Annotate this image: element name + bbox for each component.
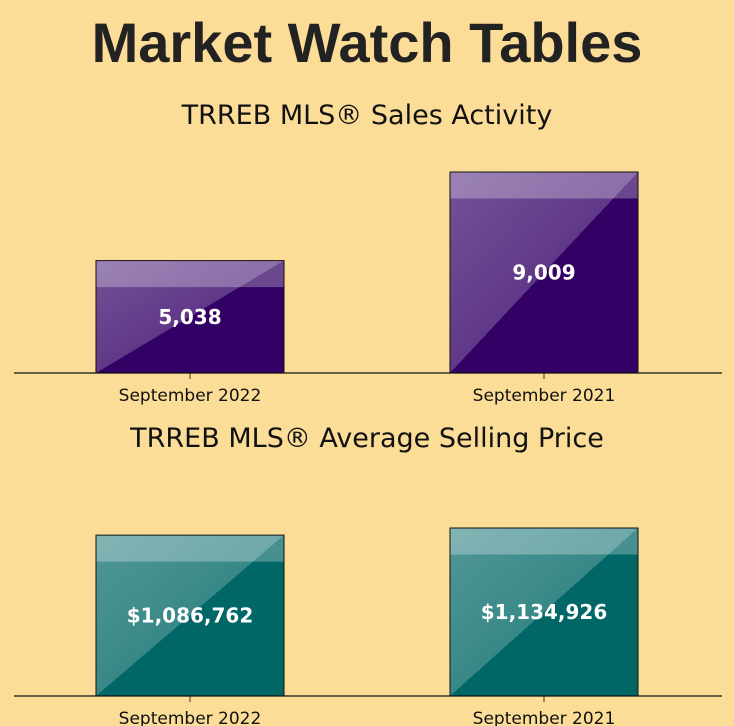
sales-activity-chart: 5,038 September 2022 9,009 September 2021: [14, 171, 722, 406]
price-bar-highlight: [450, 528, 638, 555]
sales-tick-label: September 2021: [473, 386, 616, 406]
sales-bar-highlight: [450, 172, 638, 199]
price-bar-group: $1,134,926: [449, 527, 639, 697]
price-data-label: $1,086,762: [127, 604, 254, 628]
price-data-label: $1,134,926: [481, 600, 608, 624]
average-price-chart-title: TRREB MLS® Average Selling Price: [130, 423, 604, 454]
page-title: Market Watch Tables: [91, 11, 643, 74]
price-bar-highlight: [96, 535, 284, 562]
sales-tick-label: September 2022: [119, 386, 262, 406]
price-bar: [95, 534, 285, 697]
average-price-chart: $1,086,762 September 2022 $1,134,926 Septem…: [14, 527, 722, 726]
price-tick-label: September 2021: [473, 709, 616, 726]
sales-bar: [95, 260, 285, 374]
sales-bar-group: 9,009: [449, 171, 639, 374]
price-tick-label: September 2022: [119, 709, 262, 726]
sales-bar: [449, 171, 639, 374]
price-bar-group: $1,086,762: [95, 534, 285, 697]
sales-activity-chart-title: TRREB MLS® Sales Activity: [181, 100, 553, 131]
sales-data-label: 9,009: [512, 261, 575, 285]
sales-data-label: 5,038: [158, 305, 221, 329]
sales-bar-highlight: [96, 261, 284, 288]
price-bar: [449, 527, 639, 697]
sales-bar-group: 5,038: [95, 260, 285, 374]
